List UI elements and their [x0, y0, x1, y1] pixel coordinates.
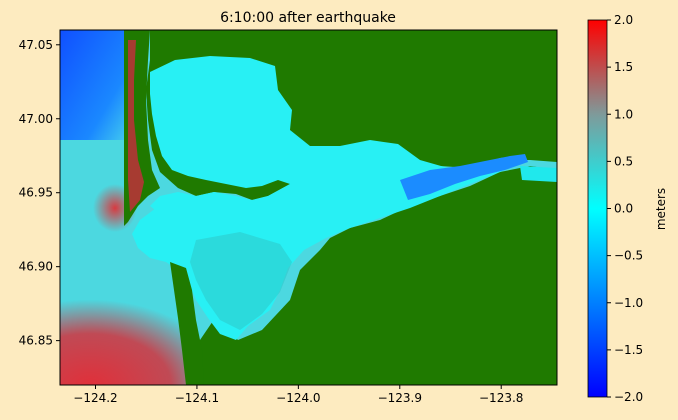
x-tick-label: −124.0 — [276, 391, 320, 405]
colorbar-gradient — [587, 19, 608, 398]
x-tick-label: −123.8 — [479, 391, 523, 405]
colorbar-ticks: 2.0 1.5 1.0 0.5 0.0 −0.5 −1.0 −1.5 −2.0 — [607, 13, 643, 404]
river-channel — [400, 154, 528, 200]
colorbar-tick-label: −2.0 — [614, 390, 643, 404]
x-tick-label: −123.9 — [378, 391, 422, 405]
colorbar-tick-label: −1.5 — [614, 343, 643, 357]
x-axis: −124.2 −124.1 −124.0 −123.9 −123.8 — [73, 385, 523, 405]
colorbar-tick-label: 0.5 — [614, 154, 633, 168]
colorbar-label: meters — [654, 188, 668, 230]
colorbar-tick-label: 1.0 — [614, 107, 633, 121]
bay-shallows — [190, 232, 292, 330]
y-tick-label: 46.95 — [19, 186, 53, 200]
river-right — [520, 166, 557, 182]
y-tick-label: 47.05 — [19, 38, 53, 52]
y-tick-label: 46.85 — [19, 334, 53, 348]
map-plot — [60, 30, 557, 385]
colorbar-tick-label: −0.5 — [614, 249, 643, 263]
offshore-negative-region — [60, 30, 126, 140]
colorbar-tick-label: 0.0 — [614, 202, 633, 216]
y-tick-label: 47.00 — [19, 112, 53, 126]
colorbar: 2.0 1.5 1.0 0.5 0.0 −0.5 −1.0 −1.5 −2.0 meters — [587, 13, 668, 404]
y-tick-label: 46.90 — [19, 260, 53, 274]
x-tick-label: −124.2 — [73, 391, 117, 405]
land-south-spit — [170, 262, 204, 385]
north-spit-inundation — [128, 40, 144, 212]
colorbar-tick-label: 1.5 — [614, 60, 633, 74]
colorbar-tick-label: 2.0 — [614, 13, 633, 27]
chart-title: 6:10:00 after earthquake — [220, 10, 396, 26]
x-tick-label: −124.1 — [175, 391, 219, 405]
y-axis: 47.05 47.00 46.95 46.90 46.85 — [19, 38, 60, 348]
plot-frame — [59, 29, 558, 386]
colorbar-tick-label: −1.0 — [614, 296, 643, 310]
